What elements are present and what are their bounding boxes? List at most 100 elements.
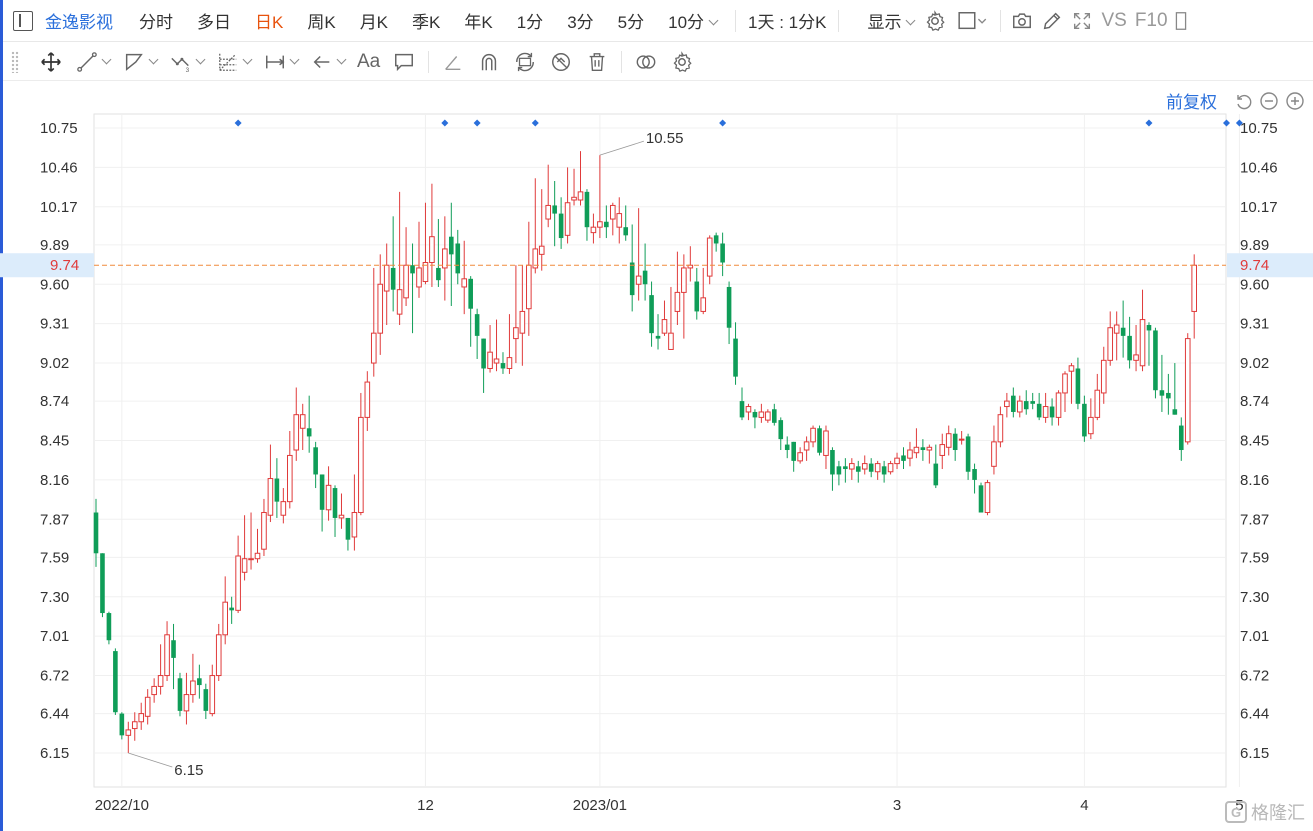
candle [416, 221, 422, 298]
angle-tool[interactable] [435, 47, 471, 77]
candlestick-chart[interactable]: 6.15 6.15 6.44 6.44 6.72 6.72 7.01 7.01 7.30 7.30… [0, 82, 1313, 831]
zoom-in-icon[interactable] [1285, 91, 1305, 111]
candle [952, 428, 958, 461]
candle-body-down [726, 286, 732, 328]
line-tool[interactable] [69, 47, 116, 77]
undo-icon[interactable] [1233, 91, 1253, 111]
y-tick-label-left: 8.16 [40, 472, 69, 489]
candle-body-up [532, 248, 539, 269]
x-tick-label: 2022/10 [95, 797, 149, 814]
adjust-mode-button[interactable]: 前复权 [1166, 93, 1217, 112]
candle [442, 216, 448, 301]
stock-name[interactable]: 金逸影视 [45, 13, 113, 32]
trash-icon [589, 52, 605, 71]
f10-button[interactable]: F10 [1134, 9, 1168, 31]
y-tick-label-left: 8.74 [40, 393, 69, 410]
tab-period-multiday[interactable]: 多日 [197, 13, 231, 32]
zoom-out-icon[interactable] [1259, 91, 1279, 111]
magnet-tool[interactable] [471, 47, 507, 77]
svg-text:3: 3 [186, 67, 190, 73]
delete-drawings-tool[interactable] [579, 47, 615, 77]
candle [487, 325, 493, 373]
candle [248, 512, 254, 570]
interval-select[interactable]: 1天 : 1分K [748, 13, 827, 32]
wave-tool[interactable]: 3 [163, 47, 210, 77]
settings-gear-button[interactable] [920, 6, 950, 36]
angle-icon [445, 55, 461, 70]
drag-handle-icon[interactable] [11, 50, 19, 73]
y-tick-label-right: 10.17 [1240, 199, 1278, 216]
tab-period-10min-label: 10分 [668, 13, 705, 32]
pencil-icon [1044, 12, 1061, 29]
tab-period-fenshi[interactable]: 分时 [139, 13, 173, 32]
sync-tool[interactable] [507, 47, 543, 77]
fibonacci-tool[interactable] [210, 47, 257, 77]
candle [713, 232, 719, 252]
candle [1088, 398, 1094, 440]
current-price-tag-right-bg [1227, 253, 1313, 278]
toolbar-divider [1000, 9, 1002, 32]
hide-drawings-tool[interactable] [543, 47, 579, 77]
y-tick-label-left: 7.59 [40, 549, 69, 566]
candle [577, 151, 584, 206]
candle [280, 488, 287, 524]
candle-body-up [823, 430, 829, 456]
candle [332, 485, 338, 537]
tab-period-monthly-k[interactable]: 月K [359, 13, 389, 32]
candle-body-up [248, 558, 254, 561]
candle-body-down [1146, 325, 1152, 331]
candle-body-up [849, 463, 855, 470]
sidebar-toggle-icon[interactable] [13, 10, 33, 31]
candle-body-down [881, 466, 887, 475]
candle-body-up [765, 411, 771, 421]
tab-period-5min[interactable]: 5分 [617, 13, 645, 32]
y-tick-label-right: 7.59 [1240, 549, 1269, 566]
candle [694, 267, 700, 320]
move-tool[interactable] [33, 47, 69, 77]
candle-body-up [325, 484, 332, 511]
comment-tool[interactable] [386, 47, 422, 77]
event-marker-icon [234, 119, 242, 127]
range-tool[interactable] [257, 47, 304, 77]
candle-body-down [1049, 406, 1055, 418]
screenshot-button[interactable] [1007, 6, 1037, 36]
candle [1082, 395, 1087, 442]
candle-body-down [306, 428, 312, 437]
candle-body-down [1178, 425, 1184, 451]
candle [1094, 373, 1101, 421]
tab-period-1min[interactable]: 1分 [516, 13, 544, 32]
tab-period-10min[interactable]: 10分 [656, 8, 729, 33]
draw-settings-tool[interactable] [664, 47, 700, 77]
chart-area[interactable]: 6.15 6.15 6.44 6.44 6.72 6.72 7.01 7.01 7.30 7.30… [0, 82, 1313, 831]
fullscreen-button[interactable] [1067, 6, 1097, 36]
text-tool[interactable]: Aa [351, 47, 386, 77]
candle [933, 444, 939, 489]
display-dropdown[interactable]: 显示 [845, 8, 920, 33]
vs-compare-button[interactable]: VS [1101, 9, 1127, 31]
draw-pen-button[interactable] [1037, 6, 1067, 36]
y-tick-label-left: 9.02 [40, 355, 69, 372]
tab-period-daily-k[interactable]: 日K [255, 13, 284, 32]
candle [1042, 392, 1049, 423]
overlap-tool[interactable] [628, 47, 664, 77]
candle-body-down [474, 314, 480, 336]
candle [403, 227, 409, 306]
panel-toggle-right[interactable] [1172, 6, 1190, 36]
candle [810, 425, 816, 448]
candle [370, 267, 377, 377]
tab-period-weekly-k[interactable]: 周K [307, 13, 336, 32]
candle-body-up [745, 406, 752, 413]
tab-period-3min[interactable]: 3分 [567, 13, 594, 32]
candle-body-up [377, 283, 384, 334]
candle-body-down [933, 463, 939, 486]
candle [436, 219, 441, 287]
chart-style-dropdown[interactable] [950, 6, 994, 36]
candle-body-down [965, 436, 971, 472]
candle [681, 254, 687, 339]
arrow-tool[interactable] [304, 47, 351, 77]
tab-period-yearly-k[interactable]: 年K [464, 13, 493, 32]
candle-body-down [604, 221, 609, 228]
candle [203, 683, 209, 720]
tab-period-quarterly-k[interactable]: 季K [412, 13, 441, 32]
polyline-tool[interactable] [116, 47, 163, 77]
